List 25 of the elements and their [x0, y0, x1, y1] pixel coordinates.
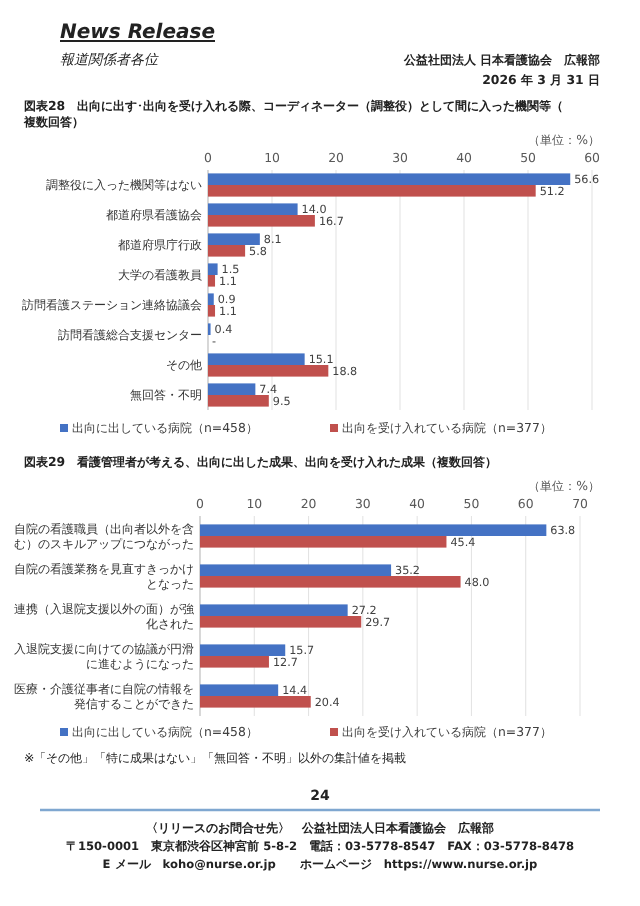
bar: [208, 245, 246, 257]
bar: [208, 275, 216, 287]
bar: [208, 173, 571, 185]
bar: [208, 263, 218, 275]
bar: [200, 524, 547, 536]
bar: [208, 233, 260, 245]
bar: [208, 203, 298, 215]
bar: [200, 576, 461, 588]
bar: [208, 215, 315, 227]
text: News Release: [60, 22, 216, 44]
bar: [200, 684, 279, 696]
bar: [200, 644, 286, 656]
bar: [200, 536, 447, 548]
bar: [208, 305, 216, 317]
bar: [208, 353, 305, 365]
bar: [200, 696, 311, 708]
bar: [208, 293, 214, 305]
bar: [200, 656, 269, 668]
bar: [208, 365, 329, 377]
bar: [200, 604, 348, 616]
bar: [208, 383, 256, 395]
bar: [200, 564, 392, 576]
bar: [200, 616, 362, 628]
bar: [208, 395, 269, 407]
bar: [208, 185, 536, 197]
